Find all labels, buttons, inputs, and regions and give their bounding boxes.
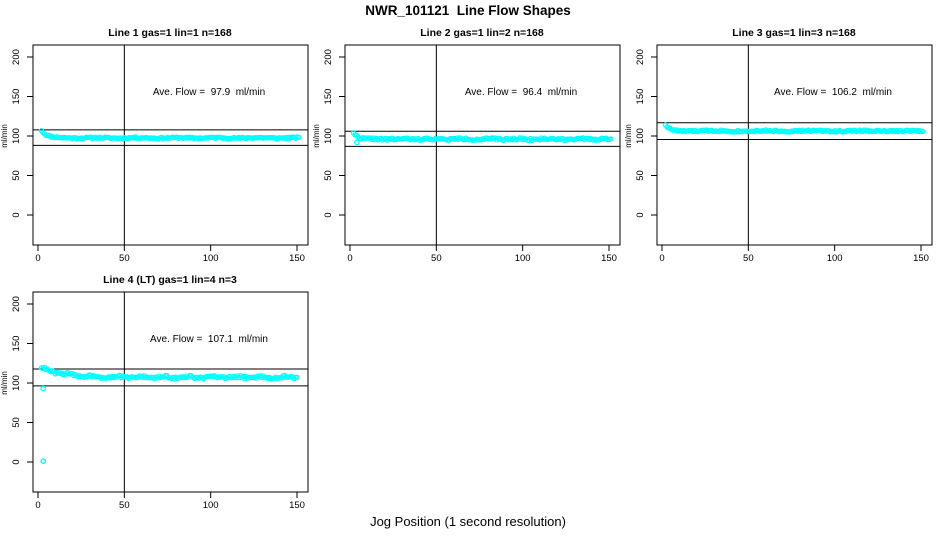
outlier-point [40,385,47,392]
y-axis-title: ml/min [0,371,9,395]
x-axis: 0 50 100 150 [35,245,305,264]
ave-flow-annotation: Ave. Flow = 107.1 ml/min [150,334,268,345]
figure-title: NWR_101121 Line Flow Shapes [365,3,571,18]
x-axis: 0 50 100 150 [347,245,617,264]
reference-lines [657,45,932,245]
y-tick-label: 150 [323,89,334,105]
y-tick-label: 50 [323,170,334,181]
chart-canvas: Line 2 gas=1 lin=2 n=168 0 50 100 150 0 50 100 1… [312,27,621,264]
data-points [38,364,300,465]
y-tick-label: 200 [635,49,646,65]
y-tick-label: 100 [323,128,334,144]
reference-lines [33,45,308,245]
y-tick-label: 200 [323,49,334,65]
data-points [38,127,302,142]
outlier-point [354,139,360,146]
y-axis: 0 50 100 150 200 [11,49,33,218]
flow-point [294,374,300,381]
x-tick-label: 0 [35,500,40,511]
ave-flow-annotation: Ave. Flow = 96.4 ml/min [465,87,577,98]
y-tick-label: 100 [635,128,646,144]
y-tick-label: 200 [11,296,22,312]
x-tick-label: 100 [203,500,219,511]
x-tick-label: 150 [913,253,929,264]
x-tick-label: 0 [347,253,352,264]
x-tick-label: 50 [431,253,442,264]
x-tick-label: 150 [289,500,305,511]
chart-panel-line4: Line 4 (LT) gas=1 lin=4 n=3 0 50 100 150 0 50 1… [0,267,312,514]
ave-flow-annotation: Ave. Flow = 97.9 ml/min [153,87,265,98]
y-axis-title: ml/min [624,124,633,148]
panel-title: Line 4 (LT) gas=1 lin=4 n=3 [103,274,237,286]
x-tick-label: 150 [601,253,617,264]
y-axis: 0 50 100 150 200 [11,296,33,465]
x-tick-label: 0 [35,253,40,264]
y-tick-label: 150 [11,89,22,105]
y-tick-label: 150 [11,336,22,352]
chart-canvas: Line 4 (LT) gas=1 lin=4 n=3 0 50 100 150 0 50 1… [0,274,309,511]
y-axis: 0 50 100 150 200 [635,49,657,218]
chart-canvas: Line 3 gas=1 lin=3 n=168 0 50 100 150 0 50 100 1… [624,27,933,264]
flow-point [608,136,614,142]
x-tick-label: 100 [515,253,531,264]
y-tick-label: 50 [635,170,646,181]
data-points [350,130,614,146]
outlier-point [40,458,47,465]
chart-panel-line1: Line 1 gas=1 lin=1 n=168 0 50 100 150 0 50 100 1… [0,20,312,267]
flow-point [920,128,926,135]
y-tick-label: 0 [11,212,22,217]
plot-border [344,44,621,246]
reference-lines [345,45,620,245]
flow-point [296,134,302,140]
x-axis: 0 50 100 150 [35,492,305,511]
x-tick-label: 100 [203,253,219,264]
chart-panel-line2: Line 2 gas=1 lin=2 n=168 0 50 100 150 0 50 100 1… [312,20,624,267]
y-axis: 0 50 100 150 200 [323,49,345,218]
y-tick-label: 50 [11,417,22,428]
y-tick-label: 0 [11,459,22,464]
y-axis-title: ml/min [0,124,9,148]
y-tick-label: 0 [635,212,646,217]
x-axis: 0 50 100 150 [659,245,929,264]
reference-lines [33,292,308,492]
panel-title: Line 1 gas=1 lin=1 n=168 [108,27,232,39]
panel-title: Line 2 gas=1 lin=2 n=168 [420,27,544,39]
chart-canvas: Line 1 gas=1 lin=1 n=168 0 50 100 150 0 50 100 1… [0,27,309,264]
y-axis-title: ml/min [312,124,321,148]
x-tick-label: 100 [827,253,843,264]
y-tick-label: 100 [11,375,22,391]
data-points [662,122,926,135]
x-tick-label: 50 [119,253,130,264]
plot-border [32,291,309,493]
x-tick-label: 50 [119,500,130,511]
y-tick-label: 150 [635,89,646,105]
y-tick-label: 200 [11,49,22,65]
plot-border [656,44,933,246]
panel-title: Line 3 gas=1 lin=3 n=168 [732,27,856,39]
chart-panel-line3: Line 3 gas=1 lin=3 n=168 0 50 100 150 0 50 100 1… [624,20,936,267]
x-axis-label: Jog Position (1 second resolution) [370,514,566,529]
x-tick-label: 50 [743,253,754,264]
x-tick-label: 0 [659,253,664,264]
y-tick-label: 100 [11,128,22,144]
y-tick-label: 0 [323,212,334,217]
x-tick-label: 150 [289,253,305,264]
ave-flow-annotation: Ave. Flow = 106.2 ml/min [774,87,892,98]
y-tick-label: 50 [11,170,22,181]
